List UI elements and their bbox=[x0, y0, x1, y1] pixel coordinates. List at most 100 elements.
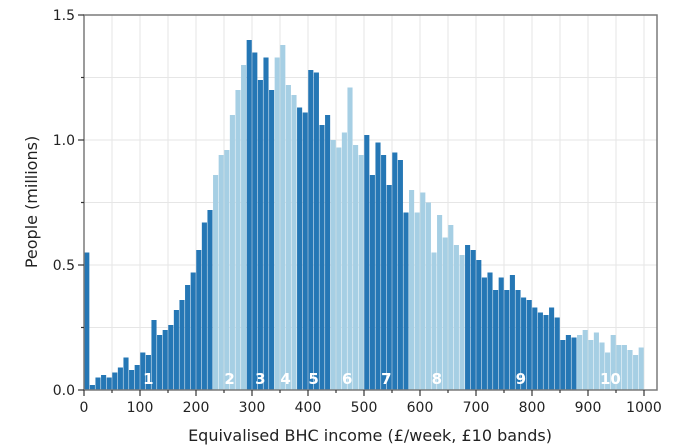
bar bbox=[358, 155, 364, 390]
bar bbox=[117, 367, 123, 390]
bar bbox=[638, 347, 644, 390]
bar bbox=[179, 300, 185, 390]
bar bbox=[504, 290, 510, 390]
bar bbox=[392, 152, 398, 390]
bar bbox=[431, 252, 437, 390]
bar bbox=[112, 372, 118, 390]
bar bbox=[185, 285, 191, 390]
bar bbox=[325, 115, 331, 390]
bar bbox=[582, 330, 588, 390]
bar bbox=[465, 245, 471, 390]
bar bbox=[459, 255, 465, 390]
bar bbox=[123, 357, 129, 390]
decile-label: 10 bbox=[600, 370, 621, 388]
bar bbox=[420, 192, 426, 390]
bar bbox=[498, 277, 504, 390]
bar bbox=[106, 377, 112, 390]
decile-label: 9 bbox=[516, 370, 526, 388]
bar bbox=[257, 80, 263, 390]
bar bbox=[554, 317, 560, 390]
bar bbox=[448, 225, 454, 390]
bar bbox=[577, 335, 583, 390]
bar bbox=[565, 335, 571, 390]
x-tick-label: 600 bbox=[407, 400, 434, 416]
bar bbox=[633, 355, 639, 390]
bar bbox=[610, 335, 616, 390]
bar bbox=[246, 40, 252, 390]
bar bbox=[537, 312, 543, 390]
x-tick-label: 300 bbox=[239, 400, 266, 416]
bar bbox=[369, 175, 375, 390]
y-axis-title: People (millions) bbox=[22, 136, 41, 268]
bar bbox=[140, 352, 146, 390]
bar bbox=[437, 215, 443, 390]
bar bbox=[241, 65, 247, 390]
bar bbox=[341, 132, 347, 390]
x-tick-label: 700 bbox=[463, 400, 490, 416]
bar bbox=[213, 175, 219, 390]
bar bbox=[168, 325, 174, 390]
bar bbox=[229, 115, 235, 390]
bar bbox=[269, 90, 275, 390]
bar bbox=[190, 272, 196, 390]
x-axis-title: Equivalised BHC income (£/week, £10 band… bbox=[188, 426, 552, 445]
x-tick-label: 400 bbox=[295, 400, 322, 416]
bar bbox=[353, 145, 359, 390]
x-tick-label: 500 bbox=[351, 400, 378, 416]
bar bbox=[297, 107, 303, 390]
bar bbox=[157, 335, 163, 390]
bar bbox=[336, 147, 342, 390]
x-tick-label: 900 bbox=[575, 400, 602, 416]
bar bbox=[151, 320, 157, 390]
bar bbox=[414, 212, 420, 390]
bar bbox=[129, 370, 135, 390]
bar bbox=[375, 142, 381, 390]
bar bbox=[134, 365, 140, 390]
bar bbox=[593, 332, 599, 390]
bar bbox=[252, 52, 258, 390]
decile-label: 3 bbox=[255, 370, 265, 388]
decile-label: 1 bbox=[143, 370, 153, 388]
bar bbox=[560, 340, 566, 390]
bar bbox=[616, 345, 622, 390]
bar bbox=[425, 202, 431, 390]
bar bbox=[403, 212, 409, 390]
bar bbox=[532, 307, 538, 390]
axes: 0 100 200 300 400 500 600 700 800 900 1000 0.0 0.5 1.… bbox=[53, 8, 662, 416]
bar bbox=[285, 85, 291, 390]
bar bbox=[224, 150, 230, 390]
bar bbox=[515, 290, 521, 390]
bar bbox=[280, 45, 286, 390]
bar bbox=[571, 337, 577, 390]
bar bbox=[308, 70, 314, 390]
bar bbox=[201, 222, 207, 390]
bar bbox=[274, 57, 280, 390]
bar bbox=[627, 350, 633, 390]
bar bbox=[521, 297, 527, 390]
bar bbox=[319, 125, 325, 390]
bar bbox=[313, 72, 319, 390]
bar bbox=[330, 140, 336, 390]
bar bbox=[291, 95, 297, 390]
y-tick-label: 1.5 bbox=[53, 8, 75, 24]
bar bbox=[235, 90, 241, 390]
bars bbox=[84, 40, 644, 390]
bar bbox=[196, 250, 202, 390]
bar bbox=[207, 210, 213, 390]
decile-labels: 1 2 3 4 5 6 7 8 9 10 bbox=[143, 370, 621, 388]
bar bbox=[89, 385, 95, 390]
bar bbox=[605, 352, 611, 390]
bar bbox=[364, 135, 370, 390]
decile-label: 4 bbox=[280, 370, 290, 388]
bar bbox=[145, 355, 151, 390]
x-tick-label: 200 bbox=[183, 400, 210, 416]
bar bbox=[470, 250, 476, 390]
x-tick-label: 0 bbox=[80, 400, 89, 416]
decile-label: 8 bbox=[432, 370, 442, 388]
bar bbox=[218, 155, 224, 390]
bar bbox=[397, 160, 403, 390]
bar bbox=[588, 340, 594, 390]
bar bbox=[101, 375, 107, 390]
bar bbox=[476, 260, 482, 390]
